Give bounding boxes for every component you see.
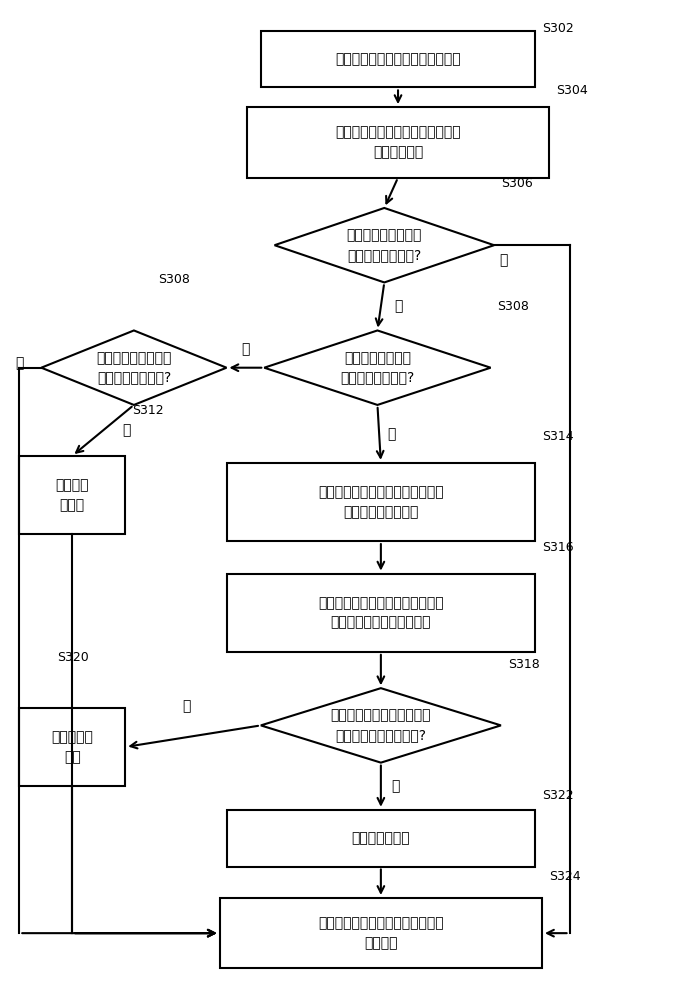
Text: 是: 是 <box>241 342 250 356</box>
Text: S322: S322 <box>542 789 574 802</box>
Text: S320: S320 <box>57 651 88 664</box>
Text: 根据位置相关参数判断打码
位置在预设区域范围内?: 根据位置相关参数判断打码 位置在预设区域范围内? <box>330 709 431 742</box>
Text: S324: S324 <box>549 870 580 883</box>
Bar <box>19 456 125 534</box>
Bar <box>261 31 536 87</box>
Bar <box>227 573 536 652</box>
Text: 控制位置检测装置检测冰箱上打码
位置的位置相关参数: 控制位置检测装置检测冰箱上打码 位置的位置相关参数 <box>318 485 444 519</box>
Text: S304: S304 <box>556 84 587 97</box>
Text: 则输出提
醒信号: 则输出提 醒信号 <box>55 478 89 512</box>
Text: 控制打码器打码: 控制打码器打码 <box>351 831 410 845</box>
Text: 若扫码器无法识别型号识别码，则
输出提醒信号: 若扫码器无法识别型号识别码，则 输出提醒信号 <box>335 126 461 159</box>
Text: S312: S312 <box>132 404 164 417</box>
Polygon shape <box>41 330 227 405</box>
Text: 则输出提醒
信号: 则输出提醒 信号 <box>51 730 93 764</box>
Text: S308: S308 <box>498 300 529 313</box>
Text: 否: 否 <box>122 423 130 437</box>
Text: S318: S318 <box>508 658 540 671</box>
Text: S306: S306 <box>501 177 533 190</box>
Text: 否: 否 <box>500 253 508 267</box>
Text: 是: 是 <box>395 299 403 313</box>
Text: S302: S302 <box>542 22 574 35</box>
Text: S308: S308 <box>158 273 190 286</box>
Text: 根据冰箱的型号信息
判断冰箱需要打码?: 根据冰箱的型号信息 判断冰箱需要打码? <box>346 228 422 262</box>
Text: 则根据冰箱的型号识
别码判断打码正确?: 则根据冰箱的型号识 别码判断打码正确? <box>96 351 172 384</box>
Text: 控制视觉检测装置
检测冰箱上已打码?: 控制视觉检测装置 检测冰箱上已打码? <box>340 351 414 384</box>
Bar <box>247 107 549 178</box>
Bar <box>220 898 542 968</box>
Bar <box>227 810 536 867</box>
Polygon shape <box>274 208 494 282</box>
Bar <box>227 463 536 541</box>
Text: 否: 否 <box>182 700 190 714</box>
Text: 控制运输装置将所述冰箱运送至下
一个工位: 控制运输装置将所述冰箱运送至下 一个工位 <box>318 916 444 950</box>
Text: 是: 是 <box>391 779 400 793</box>
Text: S316: S316 <box>542 541 574 554</box>
Text: 否: 否 <box>388 427 396 441</box>
Polygon shape <box>261 688 501 763</box>
Text: S314: S314 <box>542 430 574 443</box>
Bar <box>19 708 125 786</box>
Text: 是: 是 <box>16 356 24 370</box>
Text: 根据位置相关参数与相应的阈值范
围确定打码位置偏移的方向: 根据位置相关参数与相应的阈值范 围确定打码位置偏移的方向 <box>318 596 444 629</box>
Text: 控制扫码器获取冰箱的型号识别码: 控制扫码器获取冰箱的型号识别码 <box>335 52 461 66</box>
Polygon shape <box>265 330 491 405</box>
